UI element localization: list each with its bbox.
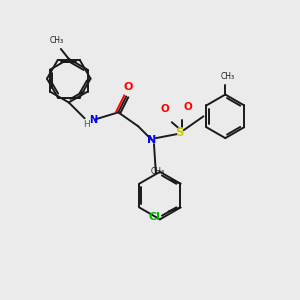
Text: O: O [183,102,192,112]
Text: O: O [160,104,169,114]
Text: N: N [147,135,157,145]
Text: H: H [83,120,90,129]
Text: N: N [89,115,98,125]
Text: CH₃: CH₃ [50,36,64,45]
Text: S: S [176,126,184,139]
Text: O: O [124,82,133,92]
Text: Cl: Cl [149,212,161,222]
Text: CH₃: CH₃ [151,167,165,176]
Text: CH₃: CH₃ [220,72,234,81]
